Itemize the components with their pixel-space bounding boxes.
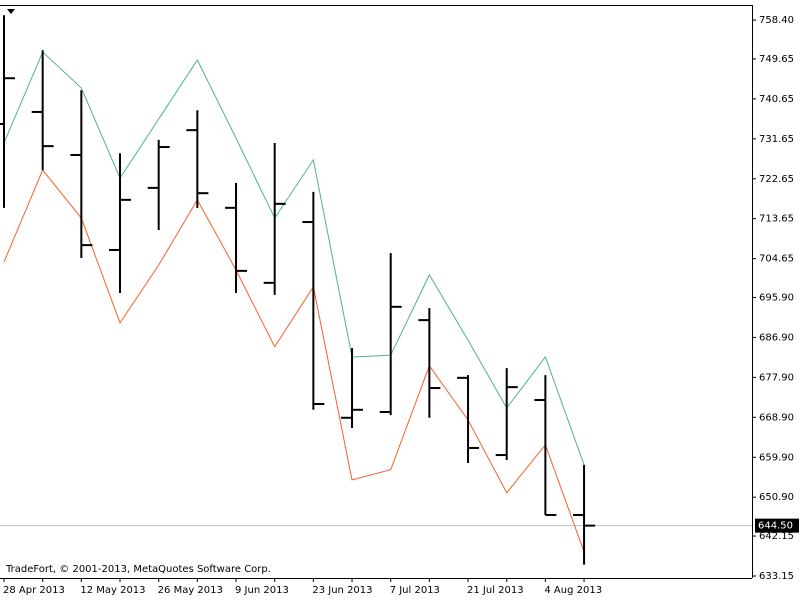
y-tick-label: 668.90 (759, 412, 794, 423)
y-tick-label: 749.65 (759, 54, 794, 65)
indicator-line (3, 51, 585, 465)
watermark: TradeFort, © 2001-2013, MetaQuotes Softw… (5, 564, 271, 575)
last-price-box (755, 518, 799, 533)
y-tick-label: 713.65 (759, 214, 794, 225)
y-tick-label: 677.90 (759, 372, 794, 383)
y-tick-label: 642.15 (759, 531, 794, 542)
y-tick-label: 740.65 (759, 94, 794, 105)
y-tick-label: 633.15 (759, 571, 794, 582)
x-tick-label: 23 Jun 2013 (312, 585, 372, 596)
x-tick-label: 21 Jul 2013 (467, 585, 524, 596)
y-tick-label: 704.65 (759, 254, 794, 265)
y-tick-label: 695.90 (759, 292, 794, 303)
y-tick-label: 686.90 (759, 332, 794, 343)
x-tick-label: 4 Aug 2013 (544, 585, 602, 596)
x-tick-label: 28 Apr 2013 (3, 585, 65, 596)
y-tick-label: 731.65 (759, 134, 794, 145)
indicator-line (3, 169, 585, 552)
y-tick-label: 722.65 (759, 174, 794, 185)
y-tick-label: 758.40 (759, 15, 794, 26)
last-price-label: 644.50 (758, 521, 793, 532)
x-tick-label: 26 May 2013 (158, 585, 223, 596)
y-tick-label: 650.90 (759, 492, 794, 503)
x-tick-label: 12 May 2013 (80, 585, 145, 596)
y-tick-label: 659.90 (759, 452, 794, 463)
x-tick-label: 7 Jul 2013 (390, 585, 440, 596)
menu-triangle[interactable] (7, 9, 15, 14)
x-tick-label: 9 Jun 2013 (235, 585, 289, 596)
